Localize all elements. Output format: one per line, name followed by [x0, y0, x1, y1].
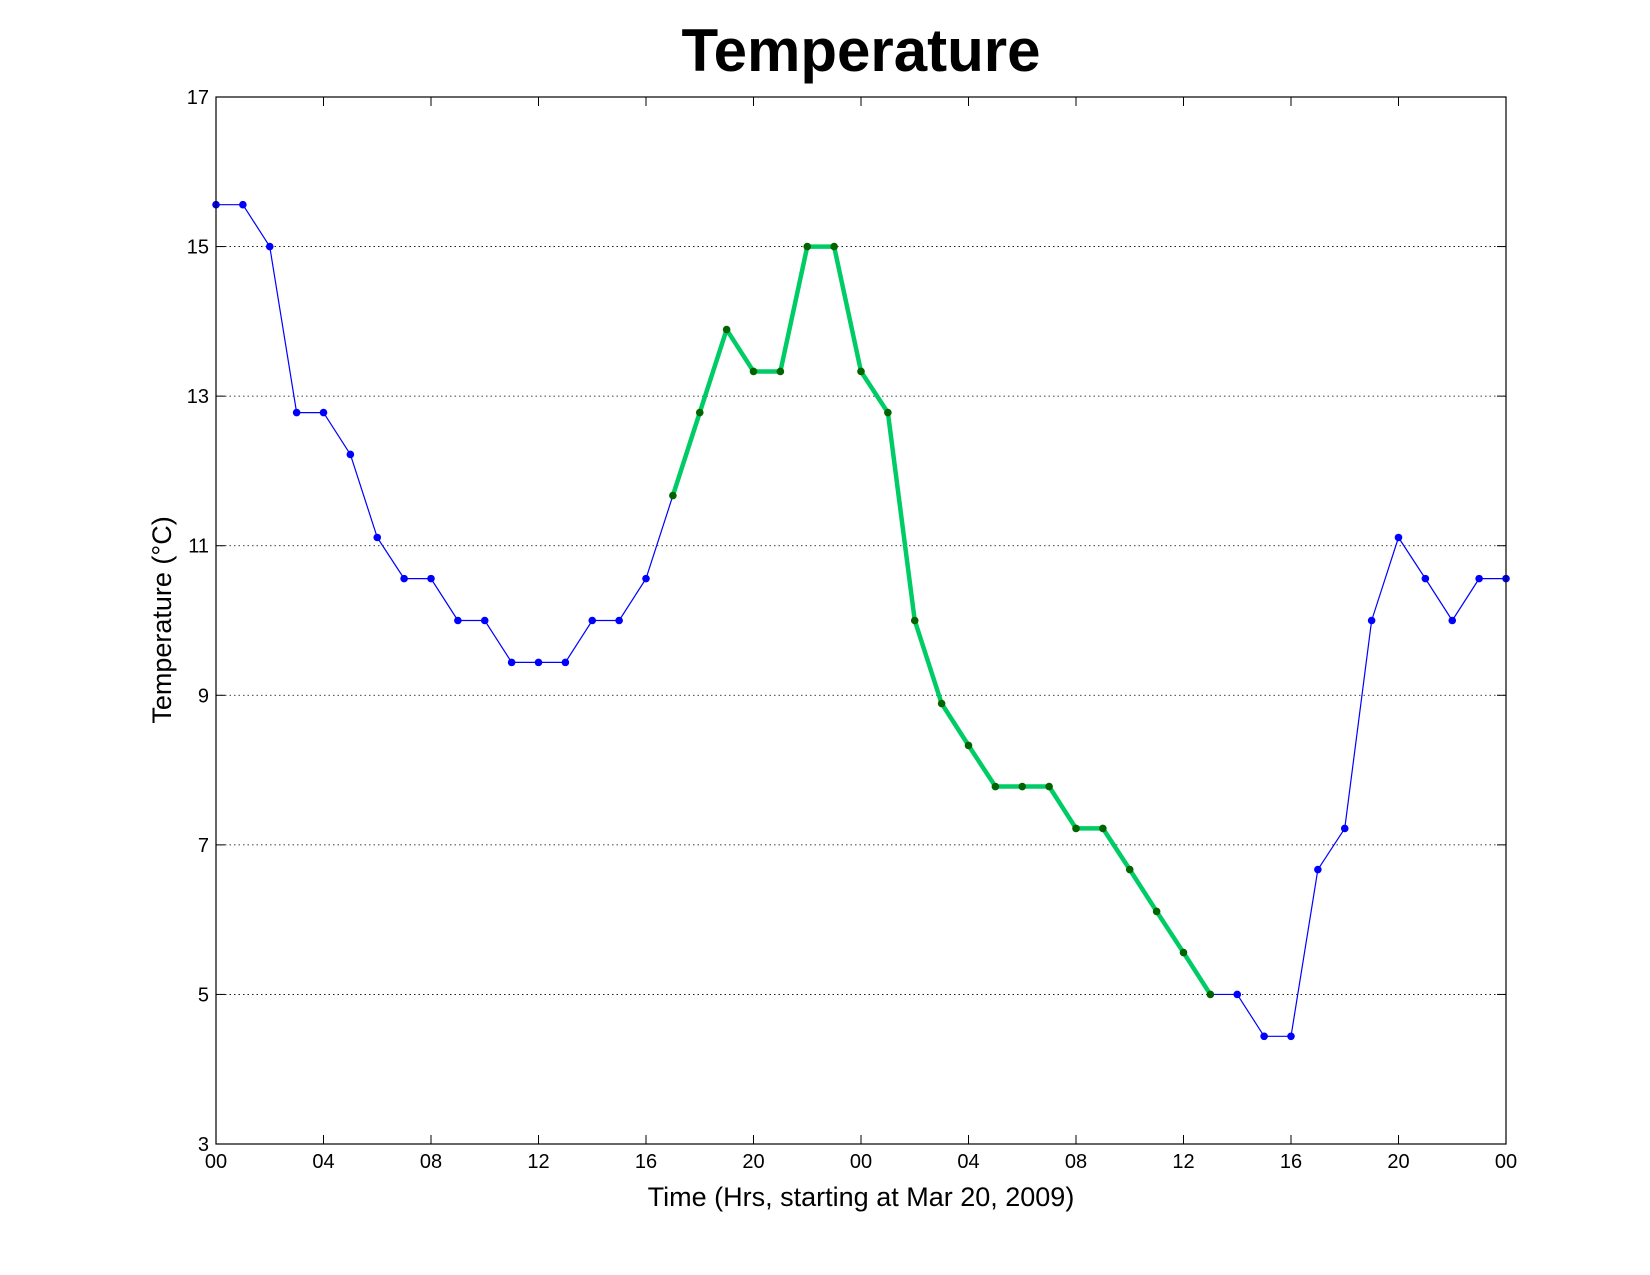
highlighted-data-point [1072, 824, 1080, 833]
highlighted-data-point [1045, 782, 1053, 791]
y-tick-label: 5 [198, 984, 209, 1006]
data-point [400, 574, 408, 583]
highlighted-data-point [830, 242, 838, 251]
data-point [454, 616, 462, 625]
x-tick-label: 04 [957, 1151, 979, 1173]
x-axis-label: Time (Hrs, starting at Mar 20, 2009) [648, 1182, 1075, 1212]
data-point [1475, 574, 1483, 583]
data-point [292, 408, 301, 417]
y-tick-label: 9 [198, 685, 209, 707]
x-tick-label: 00 [205, 1151, 227, 1173]
highlighted-data-point [803, 242, 812, 251]
highlighted-data-point [1152, 907, 1161, 916]
highlighted-data-point [669, 491, 677, 500]
data-point [1233, 990, 1242, 999]
highlighted-data-point [695, 408, 704, 417]
y-tick-label: 13 [187, 386, 209, 408]
highlighted-data-point [937, 699, 946, 708]
x-tick-label: 12 [527, 1151, 549, 1173]
y-tick-label: 15 [187, 237, 209, 259]
x-tick-label: 12 [1172, 1151, 1194, 1173]
data-point [239, 200, 247, 209]
data-point [1394, 533, 1403, 542]
data-point [265, 242, 274, 251]
highlighted-data-point [776, 367, 785, 376]
highlighted-data-point [722, 325, 731, 334]
data-point [427, 574, 435, 583]
data-point [642, 574, 650, 583]
data-point [319, 408, 328, 417]
data-point [373, 533, 382, 542]
data-point [588, 616, 597, 625]
highlighted-data-point [964, 741, 973, 750]
temperature-series-line [216, 204, 1506, 1037]
data-point [534, 658, 543, 667]
x-tick-label: 00 [1495, 1151, 1517, 1173]
axes-frame [215, 96, 1507, 1145]
highlighted-data-point [991, 782, 1000, 791]
y-tick-label: 3 [198, 1134, 209, 1156]
x-tick-label: 08 [420, 1151, 442, 1173]
highlighted-data-point [1206, 990, 1215, 999]
tick-marks [215, 96, 1507, 1145]
data-point [1287, 1032, 1295, 1041]
data-point [480, 616, 489, 625]
data-point [1260, 1032, 1268, 1041]
y-axis-label: Temperature (°C) [147, 516, 177, 723]
data-point [561, 658, 570, 667]
highlighted-data-point [749, 367, 758, 376]
highlighted-data-point [884, 408, 892, 417]
highlighted-data-point [1125, 865, 1134, 874]
highlighted-data-point [1179, 948, 1188, 957]
highlighted-data-point [1018, 782, 1027, 791]
plot-area: 3 5 7 9 11 13 15 17 00 04 08 12 16 20 00 04 08 12 16 20 00 [187, 87, 1517, 1173]
data-point [1448, 616, 1457, 625]
x-tick-label: 04 [312, 1151, 334, 1173]
data-point [507, 658, 516, 667]
data-point [615, 616, 623, 625]
x-tick-label: 08 [1065, 1151, 1087, 1173]
y-tick-label: 17 [187, 87, 209, 109]
tick-labels: 3 5 7 9 11 13 15 17 00 04 08 12 16 20 00 04 08 12 16 20 00 [187, 87, 1517, 1173]
y-tick-label: 7 [198, 835, 209, 857]
series-layer [212, 200, 1510, 1041]
y-tick-label: 11 [188, 536, 209, 558]
x-tick-label: 20 [742, 1151, 764, 1173]
grid-lines [216, 246, 1506, 995]
data-point [346, 450, 355, 459]
highlighted-data-point [1099, 824, 1107, 833]
data-point [1314, 865, 1322, 874]
data-point [1421, 574, 1430, 583]
x-tick-label: 16 [1280, 1151, 1302, 1173]
highlighted-series-line [670, 244, 1213, 996]
chart-title: Temperature [681, 17, 1040, 84]
x-tick-label: 16 [635, 1151, 657, 1173]
x-tick-label: 20 [1387, 1151, 1409, 1173]
data-point [1367, 616, 1376, 625]
highlighted-data-point [910, 616, 919, 625]
x-tick-label: 00 [850, 1151, 872, 1173]
data-point [1340, 824, 1349, 833]
highlighted-data-point [857, 367, 865, 376]
